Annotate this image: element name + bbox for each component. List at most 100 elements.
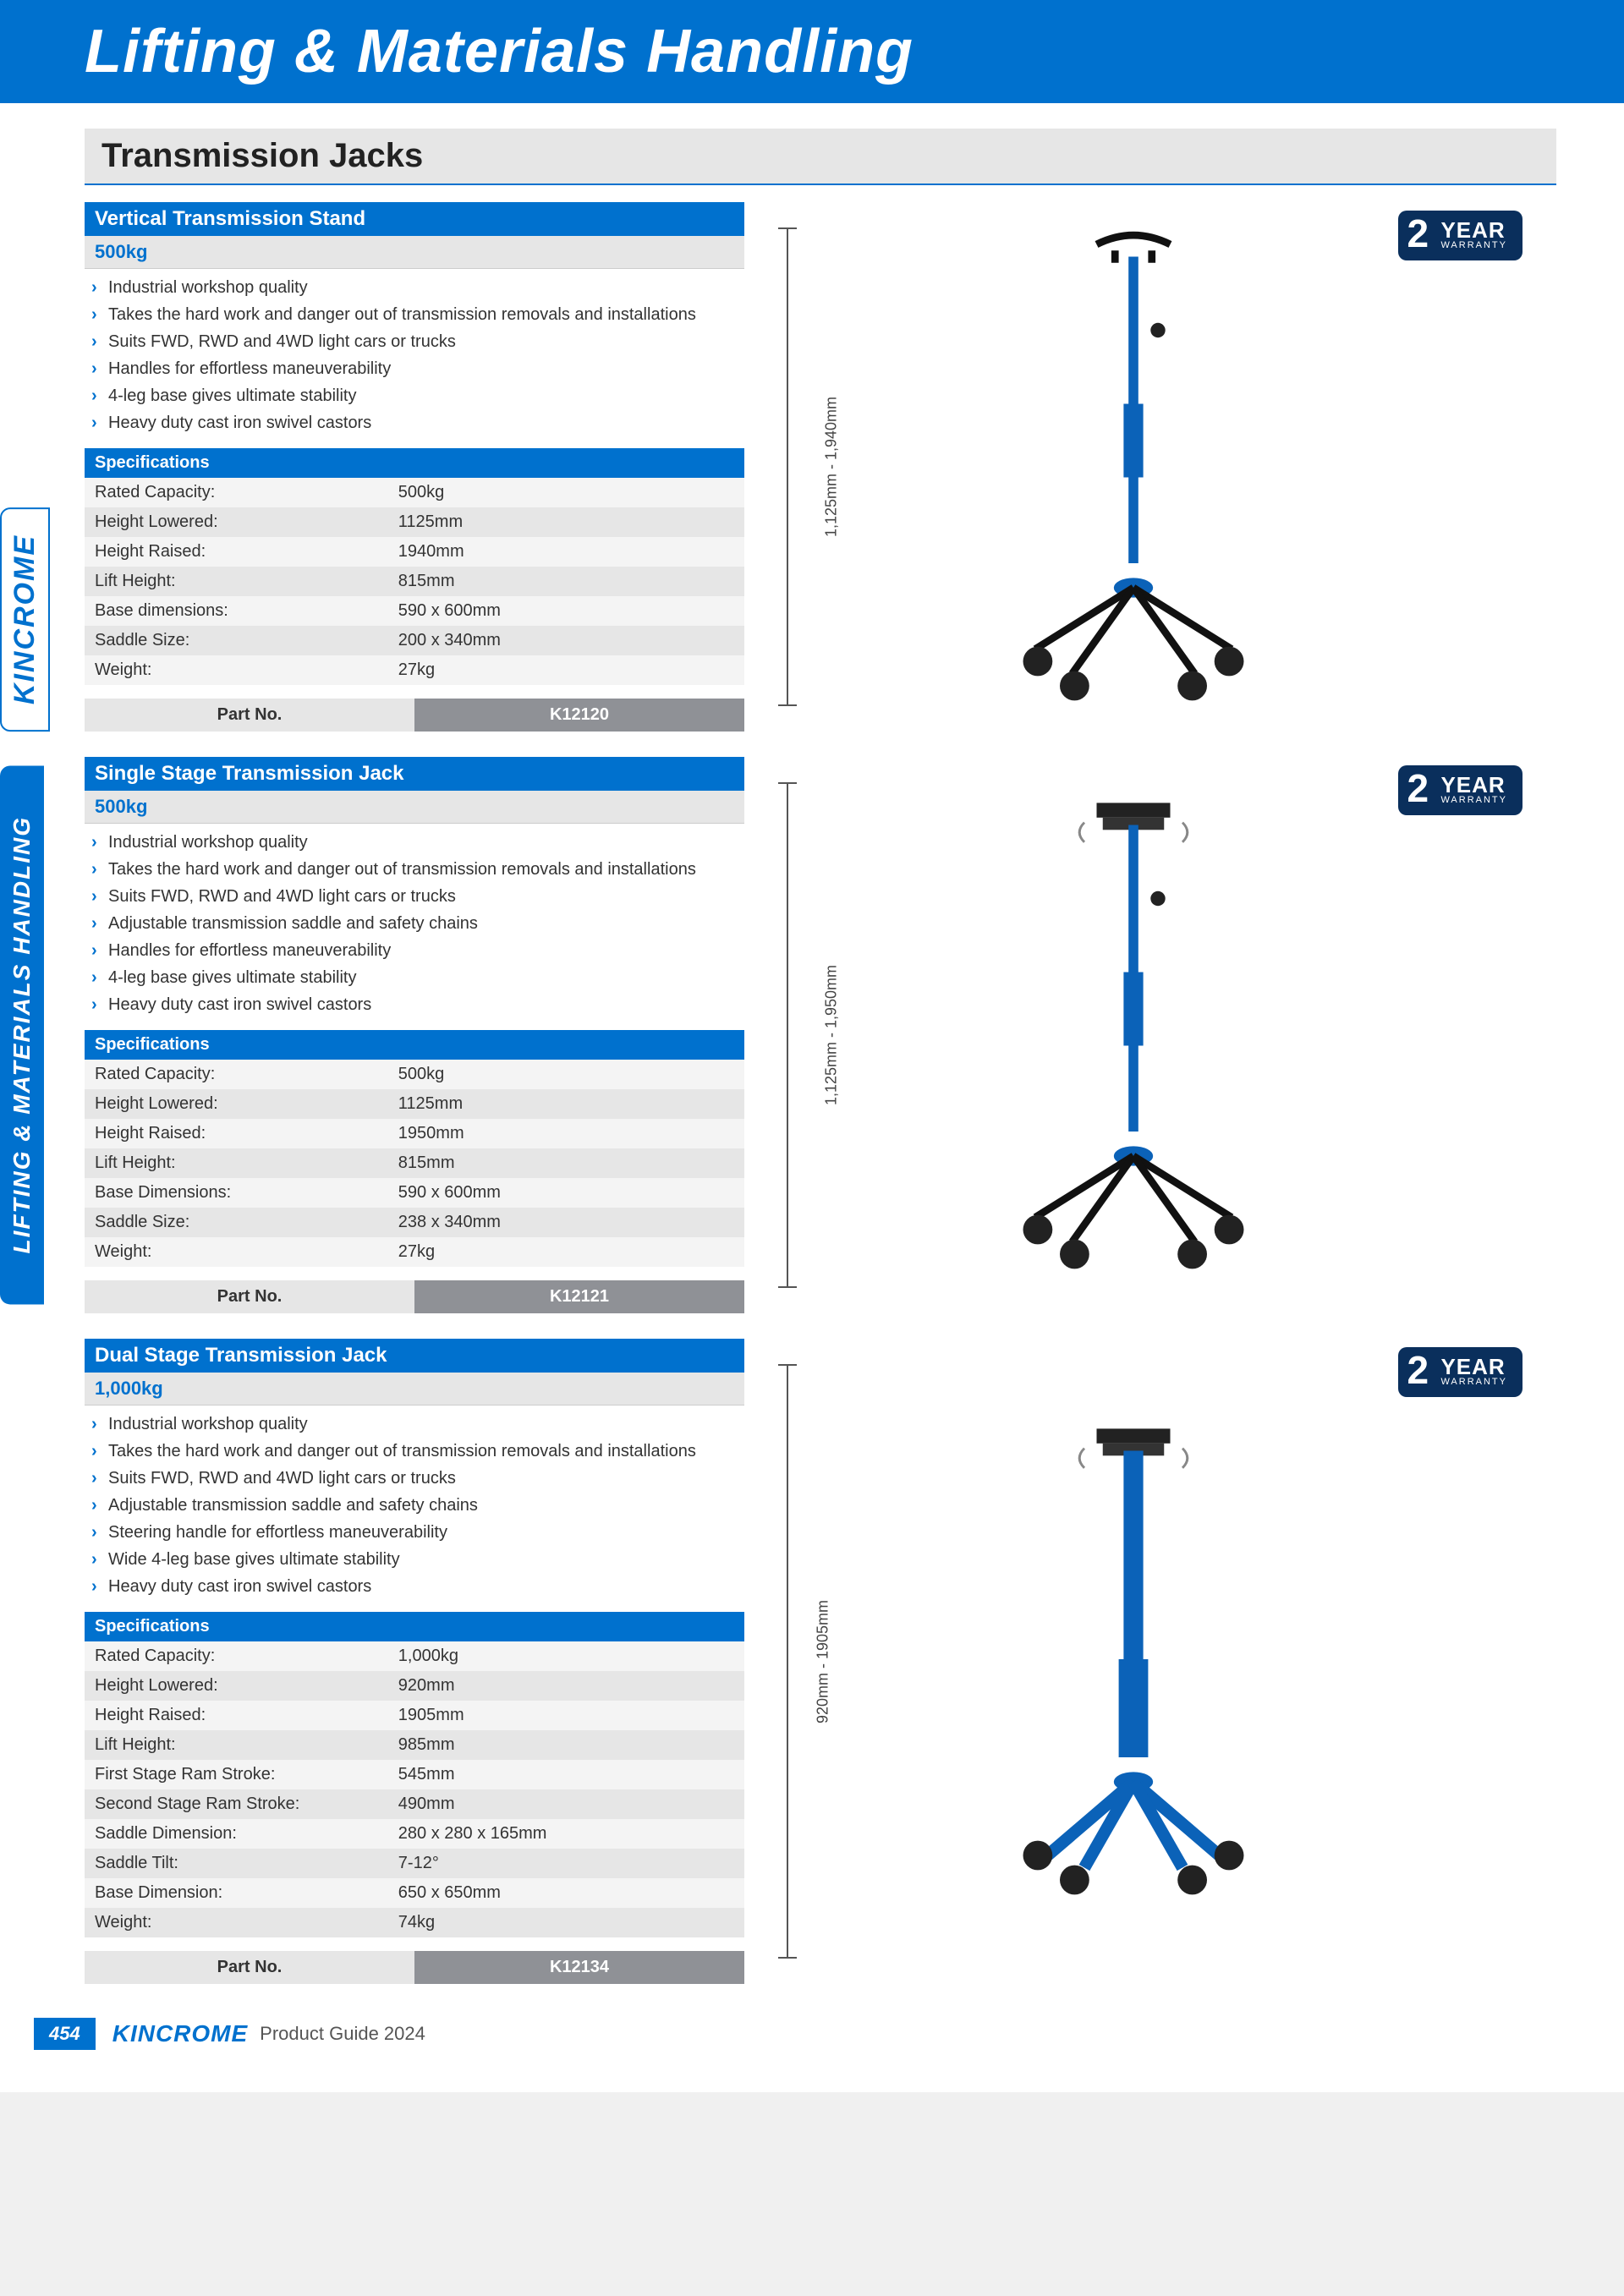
table-row: Base Dimension:650 x 650mm xyxy=(85,1878,744,1908)
spec-cell: Weight: xyxy=(85,655,388,685)
dimension-label: 1,125mm - 1,940mm xyxy=(823,397,841,537)
feature-item: Steering handle for effortless maneuvera… xyxy=(91,1521,744,1544)
table-row: Lift Height:815mm xyxy=(85,567,744,596)
table-row: Lift Height:985mm xyxy=(85,1730,744,1760)
feature-item: Suits FWD, RWD and 4WD light cars or tru… xyxy=(91,885,744,908)
feature-item: Suits FWD, RWD and 4WD light cars or tru… xyxy=(91,1466,744,1490)
spec-cell: Height Lowered: xyxy=(85,1089,388,1119)
spec-cell: 985mm xyxy=(388,1730,744,1760)
product-title: Vertical Transmission Stand xyxy=(85,202,744,236)
product-row: Dual Stage Transmission Jack1,000kgIndus… xyxy=(85,1339,1522,1984)
spec-header: Specifications xyxy=(85,448,744,478)
feature-list: Industrial workshop quality Takes the har… xyxy=(85,269,744,448)
spec-cell: Base Dimension: xyxy=(85,1878,388,1908)
feature-item: Industrial workshop quality xyxy=(91,1412,744,1436)
spec-cell: 238 x 340mm xyxy=(388,1208,744,1237)
spec-cell: Base dimensions: xyxy=(85,596,388,626)
page-title-bar: Lifting & Materials Handling xyxy=(0,0,1624,103)
dimension-line xyxy=(787,1364,788,1959)
table-row: Second Stage Ram Stroke:490mm xyxy=(85,1789,744,1819)
table-row: Height Raised:1940mm xyxy=(85,537,744,567)
part-row: Part No.K12120 xyxy=(85,699,744,732)
feature-item: Takes the hard work and danger out of tr… xyxy=(91,303,744,326)
table-row: Height Raised:1950mm xyxy=(85,1119,744,1148)
section-heading: Transmission Jacks xyxy=(85,129,1556,185)
spec-cell: 200 x 340mm xyxy=(388,626,744,655)
warranty-year-label: YEAR xyxy=(1440,774,1507,796)
spec-header: Specifications xyxy=(85,1030,744,1060)
spec-cell: 545mm xyxy=(388,1760,744,1789)
feature-item: Handles for effortless maneuverability xyxy=(91,939,744,962)
table-row: Weight:27kg xyxy=(85,655,744,685)
spec-cell: 7-12° xyxy=(388,1849,744,1878)
dimension-label: 920mm - 1905mm xyxy=(815,1599,832,1723)
feature-item: Takes the hard work and danger out of tr… xyxy=(91,1439,744,1463)
spec-cell: 1125mm xyxy=(388,1089,744,1119)
spec-cell: 27kg xyxy=(388,655,744,685)
part-row: Part No.K12134 xyxy=(85,1951,744,1984)
spec-cell: 490mm xyxy=(388,1789,744,1819)
spec-cell: 815mm xyxy=(388,567,744,596)
feature-item: Adjustable transmission saddle and safet… xyxy=(91,1493,744,1517)
warranty-text: WARRANTY xyxy=(1440,796,1507,805)
brand-tab: KINCROME xyxy=(0,507,50,732)
section-tab: LIFTING & MATERIALS HANDLING xyxy=(0,765,44,1304)
warranty-badge: 2YEARWARRANTY xyxy=(1398,211,1522,260)
warranty-year-label: YEAR xyxy=(1440,219,1507,241)
spec-cell: Weight: xyxy=(85,1908,388,1937)
page-title: Lifting & Materials Handling xyxy=(85,18,914,85)
warranty-text: WARRANTY xyxy=(1440,241,1507,250)
spec-cell: 920mm xyxy=(388,1671,744,1701)
product-row: Single Stage Transmission Jack500kgIndus… xyxy=(85,757,1522,1313)
spec-cell: Lift Height: xyxy=(85,1730,388,1760)
table-row: Weight:74kg xyxy=(85,1908,744,1937)
warranty-badge: 2YEARWARRANTY xyxy=(1398,1347,1522,1397)
section-heading-text: Transmission Jacks xyxy=(102,137,423,174)
product-image xyxy=(998,788,1269,1283)
spec-cell: Height Raised: xyxy=(85,1701,388,1730)
table-row: Height Raised:1905mm xyxy=(85,1701,744,1730)
part-label: Part No. xyxy=(85,699,414,732)
dimension-line xyxy=(787,227,788,706)
table-row: Rated Capacity:1,000kg xyxy=(85,1641,744,1671)
feature-item: Heavy duty cast iron swivel castors xyxy=(91,411,744,435)
page-footer: 454 KINCROME Product Guide 2024 xyxy=(0,2009,1624,2058)
part-number: K12121 xyxy=(414,1280,744,1313)
spec-cell: Second Stage Ram Stroke: xyxy=(85,1789,388,1819)
spec-cell: 74kg xyxy=(388,1908,744,1937)
feature-item: Industrial workshop quality xyxy=(91,276,744,299)
feature-item: 4-leg base gives ultimate stability xyxy=(91,384,744,408)
spec-table: Rated Capacity:1,000kgHeight Lowered:920… xyxy=(85,1641,744,1937)
feature-item: Adjustable transmission saddle and safet… xyxy=(91,912,744,935)
feature-item: Heavy duty cast iron swivel castors xyxy=(91,993,744,1016)
spec-cell: 590 x 600mm xyxy=(388,1178,744,1208)
table-row: Saddle Tilt:7-12° xyxy=(85,1849,744,1878)
product-capacity: 1,000kg xyxy=(85,1373,744,1406)
table-row: Rated Capacity:500kg xyxy=(85,478,744,507)
spec-cell: 650 x 650mm xyxy=(388,1878,744,1908)
feature-list: Industrial workshop qualityTakes the har… xyxy=(85,824,744,1030)
spec-cell: 590 x 600mm xyxy=(388,596,744,626)
dimension-label: 1,125mm - 1,950mm xyxy=(823,965,841,1105)
warranty-year-label: YEAR xyxy=(1440,1356,1507,1378)
spec-cell: 1125mm xyxy=(388,507,744,537)
table-row: Saddle Dimension:280 x 280 x 165mm xyxy=(85,1819,744,1849)
warranty-badge: 2YEARWARRANTY xyxy=(1398,765,1522,815)
spec-cell: 815mm xyxy=(388,1148,744,1178)
footer-text: Product Guide 2024 xyxy=(260,2023,425,2045)
part-number: K12134 xyxy=(414,1951,744,1984)
spec-cell: Saddle Size: xyxy=(85,1208,388,1237)
spec-cell: Saddle Tilt: xyxy=(85,1849,388,1878)
feature-item: Handles for effortless maneuverability xyxy=(91,357,744,381)
spec-header: Specifications xyxy=(85,1612,744,1641)
spec-cell: Lift Height: xyxy=(85,1148,388,1178)
spec-cell: 1,000kg xyxy=(388,1641,744,1671)
table-row: Base dimensions:590 x 600mm xyxy=(85,596,744,626)
dimension-line xyxy=(787,782,788,1288)
table-row: Rated Capacity:500kg xyxy=(85,1060,744,1089)
part-label: Part No. xyxy=(85,1951,414,1984)
footer-brand: KINCROME xyxy=(112,2020,248,2047)
product-title: Dual Stage Transmission Jack xyxy=(85,1339,744,1373)
table-row: Height Lowered:920mm xyxy=(85,1671,744,1701)
table-row: Height Lowered:1125mm xyxy=(85,507,744,537)
